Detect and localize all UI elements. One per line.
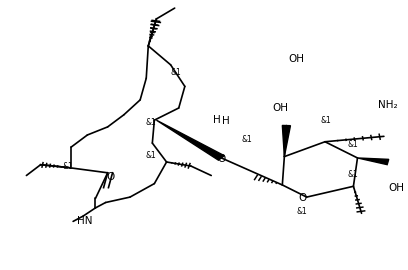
Text: O: O xyxy=(217,154,226,164)
Text: OH: OH xyxy=(388,183,404,193)
Text: &1: &1 xyxy=(347,140,358,149)
Text: OH: OH xyxy=(272,103,288,113)
Text: &1: &1 xyxy=(297,207,307,217)
Polygon shape xyxy=(282,126,290,157)
Text: &1: &1 xyxy=(171,68,182,77)
Text: O: O xyxy=(106,172,115,182)
Text: &1: &1 xyxy=(145,118,156,127)
Text: &1: &1 xyxy=(63,161,74,171)
Polygon shape xyxy=(156,120,224,160)
Text: &1: &1 xyxy=(145,151,156,160)
Polygon shape xyxy=(357,158,389,165)
Text: O: O xyxy=(299,193,307,204)
Text: H: H xyxy=(213,115,221,125)
Text: &1: &1 xyxy=(347,170,358,179)
Text: HN: HN xyxy=(77,216,92,227)
Text: NH₂: NH₂ xyxy=(378,100,397,110)
Text: H: H xyxy=(222,116,229,127)
Text: &1: &1 xyxy=(242,134,253,144)
Text: &1: &1 xyxy=(321,116,332,125)
Text: OH: OH xyxy=(288,54,304,65)
